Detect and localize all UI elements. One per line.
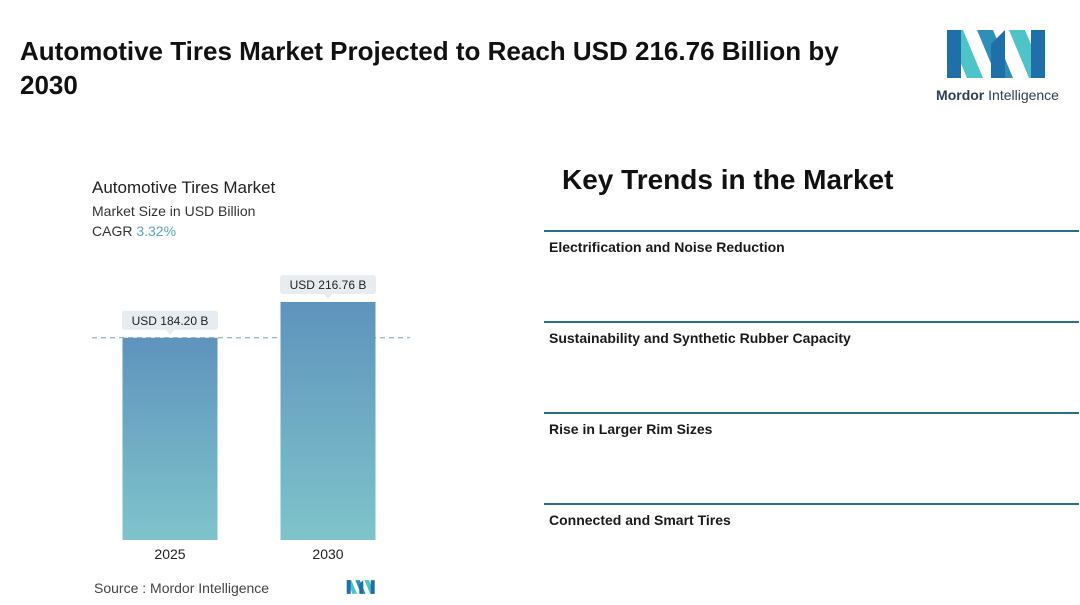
logo-text-rest: Intelligence: [984, 87, 1059, 103]
trend-label: Connected and Smart Tires: [549, 512, 731, 528]
x-tick-label: 2025: [154, 546, 185, 562]
trends-title: Key Trends in the Market: [562, 164, 894, 195]
chart-cagr: CAGR 3.32%: [92, 221, 275, 241]
chart-title: Automotive Tires Market: [92, 178, 276, 197]
chart-header: Automotive Tires Market Market Size in U…: [92, 177, 275, 241]
page-title: Automotive Tires Market Projected to Rea…: [20, 36, 839, 100]
mordor-intelligence-logo: Mordor Intelligence: [935, 26, 1060, 106]
data-label: USD 184.20 B: [132, 314, 209, 328]
trend-item: Electrification and Noise Reduction: [544, 230, 1079, 255]
trend-item: Rise in Larger Rim Sizes: [544, 412, 1079, 437]
x-tick-label: 2030: [312, 546, 343, 562]
source-logo-icon: [346, 580, 375, 594]
chart-subtitle: Market Size in USD Billion: [92, 203, 256, 219]
source-note: Source : Mordor Intelligence: [94, 580, 270, 596]
bar-2030: [280, 302, 376, 540]
trend-item: Connected and Smart Tires: [544, 503, 1079, 528]
trend-label: Sustainability and Synthetic Rubber Capa…: [549, 330, 851, 346]
data-label-pointer: [323, 293, 333, 299]
trend-label: Electrification and Noise Reduction: [549, 239, 785, 255]
data-label-bg: [122, 310, 218, 330]
trend-item: Sustainability and Synthetic Rubber Capa…: [544, 321, 1079, 346]
cagr-value: 3.32%: [136, 223, 177, 239]
bar-2025: [122, 337, 218, 540]
trend-label: Rise in Larger Rim Sizes: [549, 421, 713, 437]
cagr-label: CAGR: [92, 223, 133, 239]
data-label-bg: [280, 275, 376, 294]
data-label-pointer: [165, 328, 175, 335]
logo-mark-icon: [947, 30, 1045, 78]
logo-text: Mordor Intelligence: [935, 87, 1060, 103]
logo-text-bold: Mordor: [936, 87, 985, 103]
data-label: USD 216.76 B: [290, 278, 367, 292]
